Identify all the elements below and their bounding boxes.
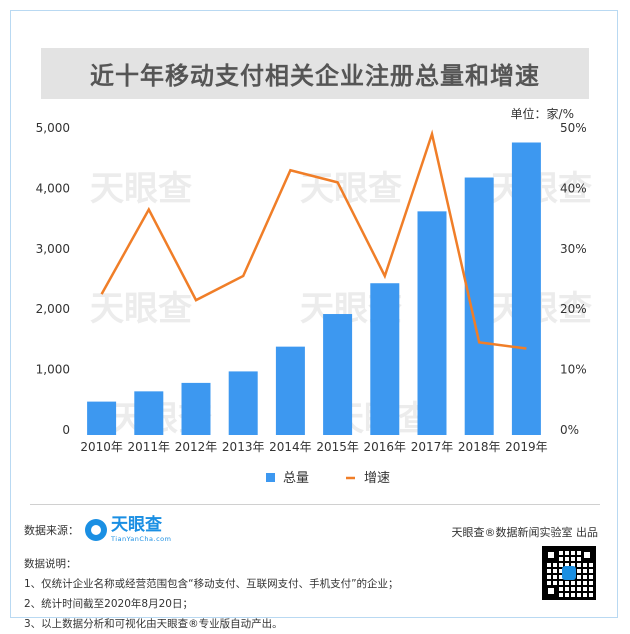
x-tick-label: 2016年: [364, 440, 407, 454]
x-tick-label: 2011年: [128, 440, 171, 454]
bar: [418, 211, 447, 435]
notes: 数据说明： 1、仅统计企业名称或经营范围包含“移动支付、互联网支付、手机支付”的…: [24, 554, 614, 634]
bar: [465, 178, 494, 435]
y-axis-left: 0 1,000 2,000 3,000 4,000 5,000: [36, 121, 70, 437]
y-left-tick-label: 4,000: [36, 181, 70, 195]
footer-divider: [30, 504, 600, 505]
watermark-text: 天眼查: [300, 169, 402, 209]
y-right-tick-label: 10%: [560, 363, 587, 377]
y-right-tick-label: 30%: [560, 242, 587, 256]
bar: [182, 383, 211, 435]
tianyancha-logo: 天眼查 TianYanCha.com: [85, 517, 171, 543]
x-tick-label: 2010年: [80, 440, 123, 454]
y-left-tick-label: 0: [62, 423, 70, 437]
y-right-tick-label: 40%: [560, 181, 587, 195]
y-left-tick-label: 5,000: [36, 121, 70, 135]
x-tick-label: 2012年: [175, 440, 218, 454]
y-left-tick-label: 3,000: [36, 242, 70, 256]
bar: [134, 391, 163, 435]
x-tick-label: 2013年: [222, 440, 265, 454]
watermark-text: 天眼查: [90, 169, 192, 209]
x-tick-label: 2017年: [411, 440, 454, 454]
watermark-text: 天眼查: [90, 289, 192, 329]
qr-code-icon: [542, 546, 596, 600]
y-left-tick-label: 2,000: [36, 302, 70, 316]
y-left-tick-label: 1,000: [36, 363, 70, 377]
bar: [323, 314, 352, 435]
bar: [229, 371, 258, 435]
x-axis: 2010年 2011年 2012年 2013年 2014年 2015年 2016年 2017年…: [80, 440, 547, 454]
footer: 数据来源： 天眼查 TianYanCha.com 天眼查®数据新闻实验室 出品 …: [24, 512, 614, 634]
source-label: 数据来源：: [24, 522, 79, 538]
y-right-tick-label: 50%: [560, 121, 587, 135]
note-item: 2、统计时间截至2020年8月20日；: [24, 594, 614, 614]
combo-chart: 天眼查天眼查天眼查天眼查天眼查天眼查天眼查天眼查 01,0002,0003,00…: [0, 0, 630, 500]
legend-swatch-bar: [266, 473, 275, 482]
x-tick-label: 2018年: [458, 440, 501, 454]
bar: [87, 402, 116, 435]
logo-domain: TianYanCha.com: [111, 536, 171, 543]
y-right-tick-label: 0%: [560, 423, 579, 437]
logo-icon: [85, 519, 107, 541]
y-right-tick-label: 20%: [560, 302, 587, 316]
x-tick-label: 2014年: [269, 440, 312, 454]
producer-credit: 天眼查®数据新闻实验室 出品: [452, 524, 599, 540]
note-item: 3、以上数据分析和可视化由天眼查®专业版自动产出。: [24, 614, 614, 634]
note-item: 1、仅统计企业名称或经营范围包含“移动支付、互联网支付、手机支付”的企业；: [24, 574, 614, 594]
x-tick-label: 2015年: [316, 440, 359, 454]
bar: [512, 142, 541, 435]
legend-label: 增速: [364, 471, 390, 486]
bar: [276, 347, 305, 435]
bar: [370, 283, 399, 435]
notes-title: 数据说明：: [24, 554, 614, 574]
legend-label: 总量: [283, 471, 309, 486]
logo-text: 天眼查: [111, 517, 171, 534]
x-tick-label: 2019年: [505, 440, 548, 454]
legend: 总量 增速: [266, 471, 390, 486]
